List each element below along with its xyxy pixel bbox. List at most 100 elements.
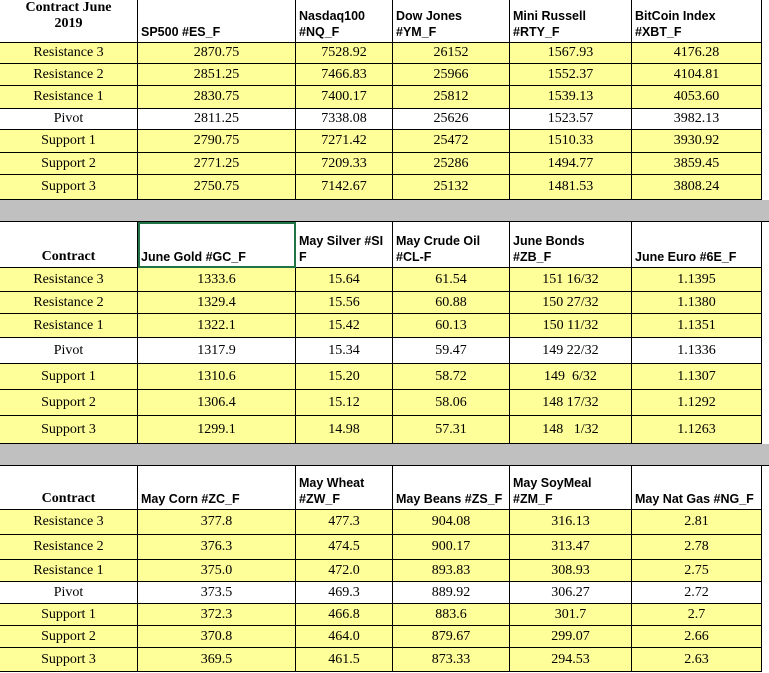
row-label: Support 2 (0, 153, 138, 175)
value-cell: 7466.83 (296, 64, 393, 86)
value-cell: 469.3 (296, 582, 393, 604)
value-cell: 466.8 (296, 604, 393, 626)
value-cell: 1567.93 (510, 43, 632, 64)
value-cell: 316.13 (510, 510, 632, 535)
column-header: May Corn #ZC_F (138, 466, 296, 510)
row-label: Pivot (0, 582, 138, 604)
row-label: Support 3 (0, 416, 138, 444)
value-cell: 7142.67 (296, 175, 393, 200)
value-cell: 150 11/32 (510, 314, 632, 338)
value-cell: 2851.25 (138, 64, 296, 86)
value-cell: 7400.17 (296, 86, 393, 109)
value-cell: 1523.57 (510, 109, 632, 130)
value-cell: 2870.75 (138, 43, 296, 64)
value-cell: 900.17 (393, 535, 510, 560)
value-cell: 25626 (393, 109, 510, 130)
value-cell: 148 1/32 (510, 416, 632, 444)
row-label: Support 1 (0, 604, 138, 626)
value-cell: 889.92 (393, 582, 510, 604)
value-cell: 313.47 (510, 535, 632, 560)
value-cell: 1310.6 (138, 364, 296, 390)
row-label: Resistance 2 (0, 64, 138, 86)
value-cell: 26152 (393, 43, 510, 64)
column-header: May SoyMeal #ZM_F (510, 466, 632, 510)
value-cell: 369.5 (138, 648, 296, 672)
value-cell: 4104.81 (632, 64, 762, 86)
value-cell: 1.1380 (632, 292, 762, 314)
value-cell: 2771.25 (138, 153, 296, 175)
value-cell: 2.78 (632, 535, 762, 560)
row-label: Resistance 1 (0, 86, 138, 109)
row-label: Support 1 (0, 364, 138, 390)
value-cell: 1.1292 (632, 390, 762, 416)
row-label: Pivot (0, 338, 138, 364)
value-cell: 15.12 (296, 390, 393, 416)
separator-row (0, 444, 769, 466)
value-cell: 4176.28 (632, 43, 762, 64)
value-cell: 893.83 (393, 560, 510, 582)
row-label: Support 2 (0, 626, 138, 648)
column-header: May Beans #ZS_F (393, 466, 510, 510)
column-header: SP500 #ES_F (138, 0, 296, 43)
value-cell: 879.67 (393, 626, 510, 648)
value-cell: 1.1336 (632, 338, 762, 364)
value-cell: 1299.1 (138, 416, 296, 444)
value-cell: 464.0 (296, 626, 393, 648)
row-label: Support 3 (0, 648, 138, 672)
row-label: Support 2 (0, 390, 138, 416)
row-label: Resistance 3 (0, 268, 138, 292)
row-label: Resistance 1 (0, 314, 138, 338)
value-cell: 373.5 (138, 582, 296, 604)
value-cell: 151 16/32 (510, 268, 632, 292)
value-cell: 461.5 (296, 648, 393, 672)
value-cell: 2.72 (632, 582, 762, 604)
row-header-title: Contract (0, 466, 138, 510)
separator-row (0, 200, 769, 222)
row-label: Resistance 3 (0, 43, 138, 64)
column-header: May Crude Oil #CL-F (393, 222, 510, 268)
column-header: June Bonds #ZB_F (510, 222, 632, 268)
row-label: Support 1 (0, 130, 138, 153)
value-cell: 25472 (393, 130, 510, 153)
value-cell: 477.3 (296, 510, 393, 535)
value-cell: 149 22/32 (510, 338, 632, 364)
value-cell: 61.54 (393, 268, 510, 292)
value-cell: 2811.25 (138, 109, 296, 130)
column-header: June Gold #GC_F (138, 222, 296, 268)
value-cell: 1.1351 (632, 314, 762, 338)
column-header: Nasdaq100 #NQ_F (296, 0, 393, 43)
value-cell: 2.63 (632, 648, 762, 672)
value-cell: 873.33 (393, 648, 510, 672)
value-cell: 15.56 (296, 292, 393, 314)
value-cell: 904.08 (393, 510, 510, 535)
value-cell: 2790.75 (138, 130, 296, 153)
value-cell: 376.3 (138, 535, 296, 560)
value-cell: 7338.08 (296, 109, 393, 130)
value-cell: 1539.13 (510, 86, 632, 109)
value-cell: 377.8 (138, 510, 296, 535)
value-cell: 1322.1 (138, 314, 296, 338)
row-label: Resistance 2 (0, 292, 138, 314)
value-cell: 1306.4 (138, 390, 296, 416)
value-cell: 3930.92 (632, 130, 762, 153)
value-cell: 60.88 (393, 292, 510, 314)
value-cell: 2.81 (632, 510, 762, 535)
value-cell: 15.42 (296, 314, 393, 338)
column-header: June Euro #6E_F (632, 222, 762, 268)
value-cell: 1329.4 (138, 292, 296, 314)
value-cell: 150 27/32 (510, 292, 632, 314)
value-cell: 306.27 (510, 582, 632, 604)
row-label: Support 3 (0, 175, 138, 200)
value-cell: 59.47 (393, 338, 510, 364)
row-label: Resistance 2 (0, 535, 138, 560)
value-cell: 58.72 (393, 364, 510, 390)
value-cell: 1510.33 (510, 130, 632, 153)
row-label: Pivot (0, 109, 138, 130)
value-cell: 2830.75 (138, 86, 296, 109)
row-header-title: Contract June 2019 (0, 0, 138, 43)
column-header: Mini Russell #RTY_F (510, 0, 632, 43)
value-cell: 25966 (393, 64, 510, 86)
value-cell: 1317.9 (138, 338, 296, 364)
value-cell: 301.7 (510, 604, 632, 626)
